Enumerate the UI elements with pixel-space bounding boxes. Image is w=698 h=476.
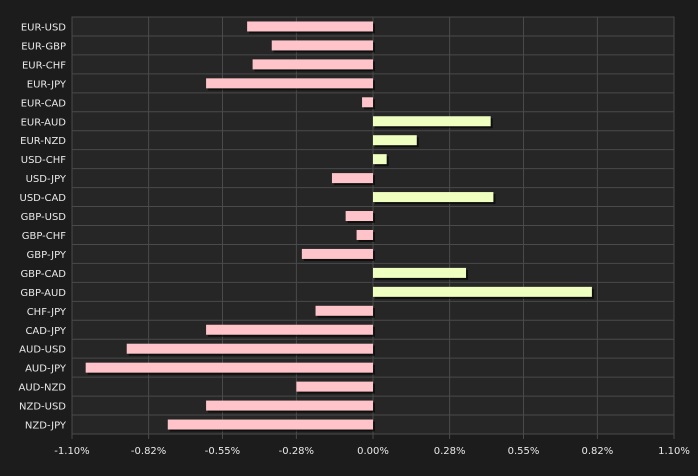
category-label: GBP-USD [21,212,67,223]
x-tick-label: 1.10% [658,446,690,457]
bar-chf-jpy [315,305,373,316]
category-labels: EUR-USD EUR-GBP EUR-CHF EUR-JPY EUR-CAD EUR-A… [19,22,67,431]
x-tick-label: -0.55% [205,446,240,457]
bar-usd-jpy [331,173,373,184]
category-label: CHF-JPY [27,307,67,318]
category-label: CAD-JPY [25,326,66,337]
bar-aud-nzd [296,381,373,392]
category-label: AUD-JPY [25,364,67,375]
category-label: EUR-CHF [22,60,66,71]
bar-eur-gbp [271,40,373,51]
bar-nzd-usd [206,400,373,411]
bar-aud-jpy [85,362,373,373]
bar-eur-cad [362,97,373,108]
bar-eur-usd [247,21,373,32]
grid-lines [71,16,675,439]
bar-eur-jpy [206,78,373,89]
x-tick-labels: -1.10% -0.82% -0.55% -0.28% 0.00% 0.28% 0.55% 0… [54,446,690,457]
bar-eur-aud [373,116,491,127]
category-label: USD-CAD [20,193,67,204]
x-tick-label: -0.82% [131,446,166,457]
x-tick-label: -1.10% [54,446,89,457]
category-label: EUR-USD [21,22,66,33]
bar-gbp-cad [373,267,467,278]
bar-eur-chf [252,59,373,70]
bar-gbp-chf [356,229,373,240]
x-tick-label: 0.82% [581,446,613,457]
x-tick-label: 0.55% [508,446,540,457]
x-tick-label: 0.28% [434,446,466,457]
category-label: GBP-JPY [27,250,67,261]
category-label: USD-JPY [26,174,67,185]
category-label: GBP-CAD [20,269,66,280]
bars [85,21,594,432]
category-label: NZD-JPY [25,421,67,432]
x-tick-label: -0.28% [279,446,314,457]
category-label: AUD-USD [19,345,66,356]
bar-usd-cad [373,192,494,203]
category-label: AUD-NZD [19,383,67,394]
category-label: EUR-GBP [21,41,66,52]
category-label: EUR-JPY [27,79,67,90]
bar-gbp-jpy [301,248,373,259]
category-label: EUR-CAD [21,98,67,109]
category-label: NZD-USD [19,402,66,413]
bar-aud-usd [126,343,374,354]
category-label: USD-CHF [21,155,66,166]
category-label: EUR-NZD [20,136,66,147]
bar-nzd-jpy [167,419,373,430]
category-label: GBP-AUD [20,288,66,299]
category-label: GBP-CHF [22,231,67,242]
x-tick-label: 0.00% [357,446,389,457]
bar-cad-jpy [206,324,373,335]
bar-usd-chf [373,154,387,165]
category-label: EUR-AUD [21,117,67,128]
bar-gbp-aud [373,286,592,297]
bar-gbp-usd [345,211,373,222]
bar-eur-nzd [373,135,417,146]
